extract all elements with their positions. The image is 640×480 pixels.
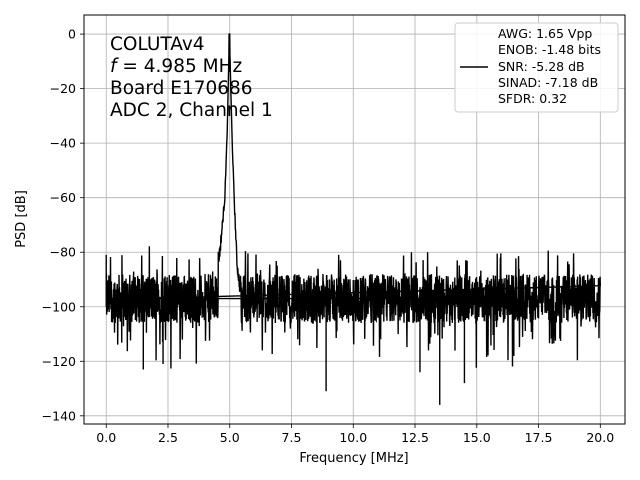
x-tick-label: 15.0 [463,430,491,445]
annotation-line-4: ADC 2, Channel 1 [110,100,273,121]
legend-entry-line-3: SNR: -5.28 dB [498,59,585,74]
x-axis-ticks: 0.0 2.5 5.0 7.5 10.0 12.5 15.0 17.5 20.0 [96,424,614,445]
annotation-block: COLUTAv4 f = 4.985 MHz Board E170686 ADC… [110,34,273,121]
y-tick-label: −140 [42,408,76,423]
x-tick-label: 7.5 [282,430,302,445]
y-axis-ticks: 0 −20 −40 −60 −80 −100 −120 −140 [42,27,84,423]
legend-entry-line-5: SFDR: 0.32 [498,91,567,106]
psd-trace-group [105,33,602,405]
x-tick-label: 17.5 [525,430,553,445]
y-axis-label: PSD [dB] [14,190,29,248]
y-tick-label: −100 [42,299,76,314]
annotation-line-1: COLUTAv4 [110,34,205,55]
plot-frame [83,14,626,425]
legend-entry-line-1: AWG: 1.65 Vpp [498,26,592,41]
y-tick-label: 0 [68,27,76,42]
y-tick-label: −120 [42,354,76,369]
y-tick-label: −40 [50,136,76,151]
y-tick-label: −60 [50,190,76,205]
y-tick-label: −80 [50,245,76,260]
y-tick-label: −20 [50,81,76,96]
annotation-frequency-symbol: f [110,56,119,77]
legend-entry-line-2: ENOB: -1.48 bits [498,42,601,57]
annotation-frequency-value: = 4.985 MHz [117,56,243,77]
x-axis-label: Frequency [MHz] [299,451,408,466]
x-tick-label: 20.0 [586,430,614,445]
x-tick-label: 0.0 [96,430,116,445]
x-tick-label: 12.5 [401,430,429,445]
legend-box [454,22,619,113]
annotation-line-3: Board E170686 [110,78,253,99]
legend-entry-line-4: SINAD: -7.18 dB [498,75,598,90]
x-tick-label: 10.0 [339,430,367,445]
psd-trace [105,33,602,405]
legend: AWG: 1.65 Vpp ENOB: -1.48 bits SNR: -5.2… [454,22,619,113]
x-tick-label: 2.5 [158,430,178,445]
annotation-line-2: f = 4.985 MHz [110,56,242,77]
x-tick-label: 5.0 [220,430,240,445]
